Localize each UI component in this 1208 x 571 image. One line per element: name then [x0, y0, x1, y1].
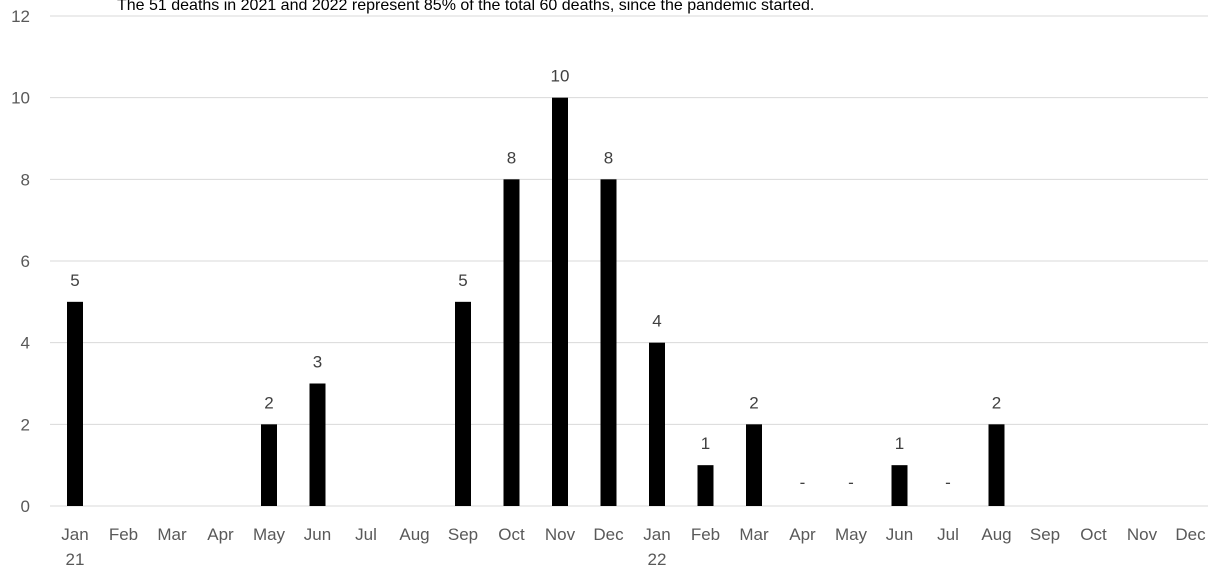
- x-tick-label: Oct: [498, 525, 525, 544]
- bar: [67, 301, 83, 506]
- data-label: 2: [749, 393, 758, 412]
- x-tick-label: Feb: [691, 525, 720, 544]
- x-tick-label: Nov: [1127, 525, 1158, 544]
- y-tick-label: 6: [21, 252, 30, 271]
- x-tick-label: Aug: [981, 525, 1011, 544]
- x-tick-label: Sep: [448, 525, 478, 544]
- data-label: 8: [507, 148, 516, 167]
- data-label: 3: [313, 353, 322, 372]
- data-label: 5: [458, 271, 467, 290]
- bar: [746, 424, 762, 506]
- x-tick-label: Dec: [593, 525, 624, 544]
- data-label: 4: [652, 312, 661, 331]
- x-tick-label: Mar: [739, 525, 769, 544]
- gridlines: [50, 15, 1208, 507]
- x-tick-label: Sep: [1030, 525, 1060, 544]
- x-tick-label: Mar: [157, 525, 187, 544]
- x-tick-label: Oct: [1080, 525, 1107, 544]
- x-tick-label: Jun: [304, 525, 331, 544]
- data-label: -: [848, 473, 854, 492]
- data-label: 8: [604, 148, 613, 167]
- x-tick-label: Jan: [61, 525, 88, 544]
- x-tick-label: May: [835, 525, 868, 544]
- bar: [455, 301, 471, 506]
- bar: [988, 424, 1005, 506]
- bar: [552, 97, 568, 507]
- x-tick-label: Dec: [1175, 525, 1206, 544]
- data-label: -: [800, 473, 806, 492]
- x-axis-ticks: Jan Feb Mar Apr May Jun Jul Aug Sep Oct Nov Dec Jan F…: [61, 525, 1206, 569]
- data-label: 2: [992, 393, 1001, 412]
- x-tick-label: Feb: [109, 525, 138, 544]
- bars: [67, 97, 1005, 507]
- data-label: 2: [264, 393, 273, 412]
- x-tick-label: Nov: [545, 525, 576, 544]
- y-tick-label: 12: [11, 7, 30, 26]
- x-tick-label: Apr: [789, 525, 816, 544]
- y-tick-label: 4: [21, 334, 30, 353]
- bar: [503, 179, 520, 507]
- bar: [891, 465, 908, 506]
- data-labels: 5 2 3 5 8 10 8 4 1 2 - - 1 - 2: [70, 67, 1001, 492]
- x-tick-label: Apr: [207, 525, 234, 544]
- y-tick-label: 10: [11, 89, 30, 108]
- x-tick-label: Jul: [355, 525, 377, 544]
- data-label: 1: [701, 434, 710, 453]
- x-tick-label: Aug: [399, 525, 429, 544]
- x-year-label: 21: [66, 550, 85, 569]
- bar: [309, 383, 326, 506]
- data-label: 1: [895, 434, 904, 453]
- bar: [697, 465, 714, 506]
- x-tick-label: Jan: [643, 525, 670, 544]
- bar: [600, 179, 617, 507]
- data-label: 5: [70, 271, 79, 290]
- x-year-label: 22: [648, 550, 667, 569]
- data-label: -: [945, 473, 951, 492]
- bar: [261, 424, 277, 506]
- data-label: 10: [551, 67, 570, 86]
- chart-subtitle: The 51 deaths in 2021 and 2022 represent…: [117, 0, 814, 14]
- y-axis-ticks: 0 2 4 6 8 10 12: [11, 7, 30, 516]
- y-tick-label: 2: [21, 415, 30, 434]
- x-tick-label: Jul: [937, 525, 959, 544]
- x-tick-label: May: [253, 525, 286, 544]
- bar: [649, 342, 665, 506]
- x-tick-label: Jun: [886, 525, 913, 544]
- y-tick-label: 8: [21, 170, 30, 189]
- y-tick-label: 0: [21, 497, 30, 516]
